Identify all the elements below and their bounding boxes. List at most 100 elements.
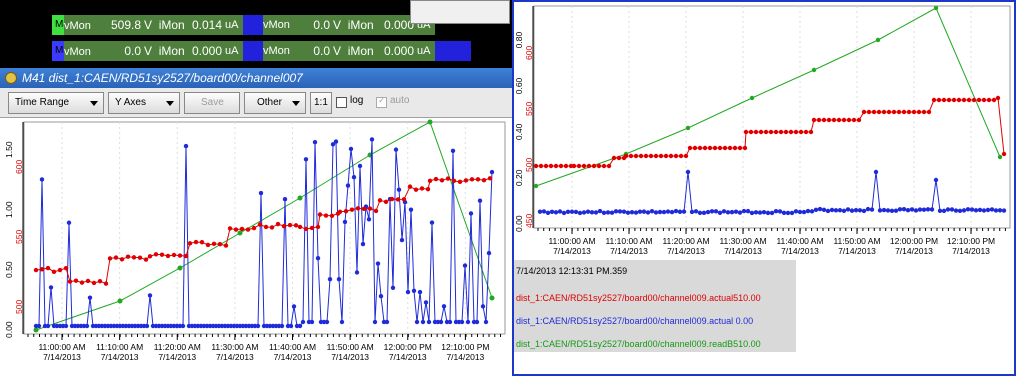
status-indicator-2 [435, 41, 471, 61]
y-right-tick-label: 600 [14, 160, 24, 174]
red-series-point [171, 252, 177, 258]
blue-series-point [645, 210, 651, 215]
red-series-point [39, 267, 45, 272]
blue-series-point [889, 208, 895, 214]
x-tick-date: 7/14/2013 [389, 352, 427, 362]
blue-series-point [845, 207, 851, 212]
blue-series-point [877, 208, 883, 213]
green-series-line [35, 121, 493, 331]
blue-series-point [705, 209, 711, 215]
red-series-point [926, 109, 932, 115]
y-axes-dropdown[interactable]: Y Axes [108, 92, 180, 114]
blue-series-point [669, 209, 675, 215]
red-series-point [976, 97, 982, 103]
red-series-point [147, 254, 153, 259]
x-tick-label: 11:10:00 AM [96, 342, 143, 352]
blue-series-point [483, 319, 489, 325]
app-icon [5, 72, 17, 84]
red-series-point [73, 278, 79, 283]
red-series-point [153, 252, 159, 257]
x-tick-label: 11:40:00 AM [269, 342, 316, 352]
blue-series-point [937, 208, 943, 213]
red-series-point [287, 222, 293, 228]
y-left-tick-label: 0.40 [514, 123, 524, 140]
blue-series-point [989, 207, 995, 212]
y-left-tick-label: 0.50 [4, 261, 14, 278]
red-series-point [457, 179, 463, 185]
red-series-point [315, 224, 321, 230]
blue-series-point [901, 207, 907, 212]
blue-series-point [147, 293, 153, 298]
monitor-row-m45[interactable]: M45 vMon 0.0 V iMon 0.000 uA vMon 0.0 V … [0, 40, 512, 62]
auto-label: auto [390, 95, 410, 106]
blue-series-point [997, 208, 1003, 213]
red-series-point [323, 213, 329, 218]
red-series-point [601, 163, 607, 169]
blue-series-point [291, 304, 297, 309]
red-series-point [697, 145, 703, 151]
red-series-point [177, 253, 183, 258]
chevron-down-icon [166, 101, 174, 106]
x-tick-label: 11:00:00 AM [548, 236, 595, 246]
blue-series-point [369, 137, 375, 142]
blue-series-point [613, 209, 619, 214]
x-tick-date: 7/14/2013 [216, 352, 254, 362]
log-checkbox[interactable] [336, 97, 347, 108]
red-series-point [591, 163, 597, 169]
x-tick-date: 7/14/2013 [781, 246, 819, 256]
red-series-point [841, 117, 847, 123]
red-series-point [377, 198, 383, 203]
red-series-point [941, 97, 947, 103]
blue-series-point [661, 209, 667, 215]
red-series-point [245, 227, 251, 232]
x-tick-date: 7/14/2013 [838, 246, 876, 256]
vmon2-label: vMon [263, 41, 291, 61]
auto-checkbox[interactable]: ✓ [376, 95, 387, 108]
blue-series-point [414, 319, 420, 325]
red-series-point [79, 280, 85, 285]
blue-series-point [330, 142, 336, 147]
blue-series-point [933, 177, 939, 183]
red-series-point [821, 117, 827, 123]
save-button[interactable]: Save [184, 92, 240, 114]
blue-series-point [721, 209, 727, 214]
blue-series-point [725, 210, 731, 215]
legend-entry-blue[interactable]: dist_1:CAEN/RD51sy2527/board00/channel00… [516, 316, 754, 326]
blue-series-point [390, 285, 396, 290]
red-series-point [798, 129, 804, 135]
red-series-point [349, 207, 355, 212]
chevron-down-icon [90, 101, 98, 106]
other-dropdown[interactable]: Other [244, 92, 306, 114]
window-titlebar[interactable]: M41 dist_1:CAEN/RD51sy2527/board00/chann… [0, 68, 512, 88]
red-series-point [727, 145, 733, 151]
x-tick-label: 11:20:00 AM [154, 342, 201, 352]
imon2-value: 0.000 [373, 41, 417, 61]
red-series-point [317, 212, 323, 217]
red-series-point [783, 129, 789, 135]
red-series-point [1001, 151, 1007, 157]
x-tick-date: 7/14/2013 [667, 246, 705, 256]
blue-series-point [921, 207, 927, 212]
blue-series-point [459, 319, 465, 325]
blue-series-point [66, 220, 72, 225]
blue-series-point [396, 187, 402, 192]
blue-series-point [342, 219, 348, 225]
y-right-tick-label: 550 [14, 230, 24, 244]
legend-entry-red[interactable]: dist_1:CAEN/RD51sy2527/board00/channel00… [516, 293, 761, 303]
trend-plot-left[interactable]: 11:00:00 AM 7/14/2013 11:10:00 AM 7/14/2013… [0, 118, 512, 376]
legend-entry-green[interactable]: dist_1:CAEN/RD51sy2527/board00/channel00… [516, 339, 761, 349]
plot-area [533, 5, 1011, 229]
one-to-one-button[interactable]: 1:1 [310, 92, 332, 114]
blue-series-point [801, 209, 807, 215]
red-series-point [445, 176, 451, 181]
blue-series-point [399, 237, 405, 243]
red-series-point [281, 223, 287, 229]
legend-area: 7/14/2013 12:13:31 PM.359 dist_1:CAEN/RD… [514, 260, 1014, 374]
red-series-point [811, 117, 817, 123]
y-left-tick-label: 1.50 [4, 141, 14, 158]
blue-series-point [609, 210, 615, 215]
blue-series-point [885, 208, 891, 213]
time-range-dropdown[interactable]: Time Range [8, 92, 104, 114]
